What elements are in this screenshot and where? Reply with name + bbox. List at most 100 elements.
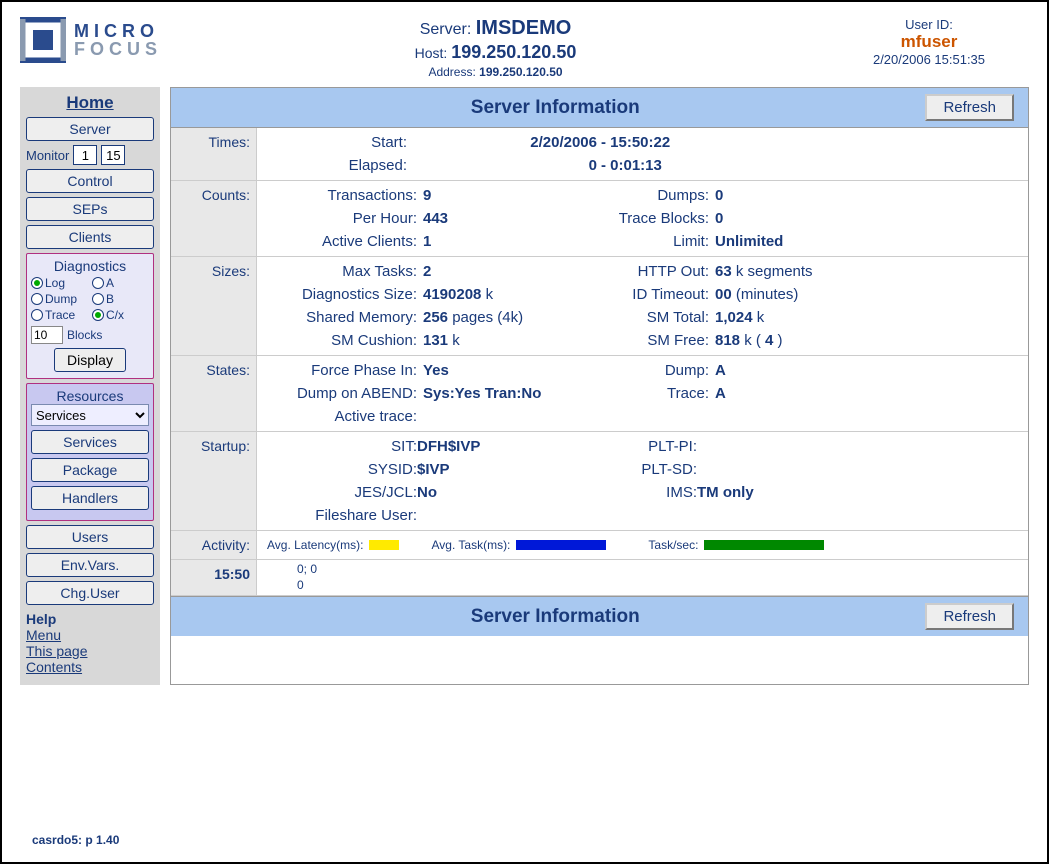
- header-center: Server: IMSDEMO Host: 199.250.120.50 Add…: [162, 17, 829, 79]
- userid-label: User ID:: [829, 17, 1029, 32]
- smfree-key: SM Free:: [589, 332, 709, 349]
- pltsd-key: PLT-SD:: [607, 461, 697, 478]
- panel-title: Server Information: [185, 97, 925, 119]
- blocks-label: Blocks: [67, 328, 102, 342]
- refresh-button-bottom[interactable]: Refresh: [925, 603, 1014, 630]
- contents-link[interactable]: Contents: [26, 659, 154, 675]
- package-button[interactable]: Package: [31, 458, 149, 482]
- server-name: IMSDEMO: [476, 17, 572, 39]
- limit-value: Unlimited: [715, 233, 1018, 250]
- smfree-value: 818 k ( 4 ): [715, 332, 1018, 349]
- chguser-button[interactable]: Chg.User: [26, 581, 154, 605]
- sysid-key: SYSID:: [267, 461, 417, 478]
- activeclients-key: Active Clients:: [267, 233, 417, 250]
- abend-key: Dump on ABEND:: [267, 385, 417, 402]
- home-link[interactable]: Home: [26, 93, 154, 113]
- sizes-label: Sizes:: [171, 257, 257, 355]
- latency-label: Avg. Latency(ms):: [267, 538, 363, 552]
- tasksec-label: Task/sec:: [648, 538, 698, 552]
- timerow-line2: 0: [267, 578, 317, 594]
- diagsize-key: Diagnostics Size:: [267, 286, 417, 303]
- logo-icon: [20, 17, 66, 63]
- seps-button[interactable]: SEPs: [26, 197, 154, 221]
- force-value: Yes: [423, 362, 583, 379]
- force-key: Force Phase In:: [267, 362, 417, 379]
- handlers-button[interactable]: Handlers: [31, 486, 149, 510]
- httpout-value: 63 k segments: [715, 263, 1018, 280]
- server-button[interactable]: Server: [26, 117, 154, 141]
- resources-select[interactable]: Services: [31, 404, 149, 426]
- task-label: Avg. Task(ms):: [431, 538, 510, 552]
- sit-key: SIT:: [267, 438, 417, 455]
- httpout-key: HTTP Out:: [589, 263, 709, 280]
- statedump-value: A: [715, 362, 1018, 379]
- display-button[interactable]: Display: [54, 348, 126, 372]
- timerow-label: 15:50: [171, 560, 257, 595]
- thispage-link[interactable]: This page: [26, 643, 154, 659]
- radio-b[interactable]: B: [92, 292, 149, 306]
- monitor-input-1[interactable]: [73, 145, 97, 165]
- logo-text-1: MICRO: [74, 22, 162, 40]
- blocks-input[interactable]: [31, 326, 63, 344]
- envvars-button[interactable]: Env.Vars.: [26, 553, 154, 577]
- radio-dump[interactable]: Dump: [31, 292, 88, 306]
- dumps-key: Dumps:: [589, 187, 709, 204]
- counts-label: Counts:: [171, 181, 257, 256]
- elapsed-time: - 0:01:13: [597, 157, 717, 174]
- smcushion-key: SM Cushion:: [267, 332, 417, 349]
- times-label: Times:: [171, 128, 257, 180]
- username: mfuser: [829, 32, 1029, 52]
- control-button[interactable]: Control: [26, 169, 154, 193]
- monitor-label: Monitor: [26, 148, 69, 163]
- tasksec-bar: [704, 540, 824, 550]
- radio-cx[interactable]: C/x: [92, 308, 149, 322]
- sharedmem-value: 256 pages (4k): [423, 309, 583, 326]
- traceblocks-key: Trace Blocks:: [589, 210, 709, 227]
- smcushion-value: 131 k: [423, 332, 583, 349]
- perhour-key: Per Hour:: [267, 210, 417, 227]
- ims-value: TM only: [697, 484, 1018, 501]
- diagnostics-panel: Diagnostics Log A Dump B Trace C/x Block…: [26, 253, 154, 379]
- radio-log[interactable]: Log: [31, 276, 88, 290]
- pltpi-key: PLT-PI:: [607, 438, 697, 455]
- elapsed-key: Elapsed:: [267, 157, 407, 174]
- server-label: Server:: [420, 21, 472, 38]
- perhour-value: 443: [423, 210, 583, 227]
- panel-title-bottom: Server Information: [185, 606, 925, 628]
- statedump-key: Dump:: [589, 362, 709, 379]
- help-label: Help: [26, 611, 56, 627]
- maxtasks-value: 2: [423, 263, 583, 280]
- dumps-value: 0: [715, 187, 1018, 204]
- jes-key: JES/JCL:: [267, 484, 417, 501]
- diagnostics-title: Diagnostics: [31, 258, 149, 274]
- clients-button[interactable]: Clients: [26, 225, 154, 249]
- latency-bar: [369, 540, 399, 550]
- sharedmem-key: Shared Memory:: [267, 309, 417, 326]
- menu-link[interactable]: Menu: [26, 627, 154, 643]
- activeclients-value: 1: [423, 233, 583, 250]
- smtotal-value: 1,024 k: [715, 309, 1018, 326]
- statetrace-key: Trace:: [589, 385, 709, 402]
- idtimeout-value: 00 (minutes): [715, 286, 1018, 303]
- maxtasks-key: Max Tasks:: [267, 263, 417, 280]
- fileshare-key: Fileshare User:: [267, 507, 417, 524]
- content-panel: Server Information Refresh Times: Start:…: [170, 87, 1029, 685]
- host-value: 199.250.120.50: [451, 42, 576, 62]
- refresh-button-top[interactable]: Refresh: [925, 94, 1014, 121]
- services-button[interactable]: Services: [31, 430, 149, 454]
- traceblocks-value: 0: [715, 210, 1018, 227]
- activetrace-key: Active trace:: [267, 408, 417, 425]
- idtimeout-key: ID Timeout:: [589, 286, 709, 303]
- limit-key: Limit:: [589, 233, 709, 250]
- jes-value: No: [417, 484, 607, 501]
- users-button[interactable]: Users: [26, 525, 154, 549]
- radio-a[interactable]: A: [92, 276, 149, 290]
- resources-title: Resources: [31, 388, 149, 404]
- transactions-value: 9: [423, 187, 583, 204]
- monitor-input-2[interactable]: [101, 145, 125, 165]
- radio-trace[interactable]: Trace: [31, 308, 88, 322]
- header-right: User ID: mfuser 2/20/2006 15:51:35: [829, 17, 1029, 67]
- address-label: Address:: [428, 65, 475, 79]
- version-footer: casrdo5: p 1.40: [32, 833, 119, 847]
- statetrace-value: A: [715, 385, 1018, 402]
